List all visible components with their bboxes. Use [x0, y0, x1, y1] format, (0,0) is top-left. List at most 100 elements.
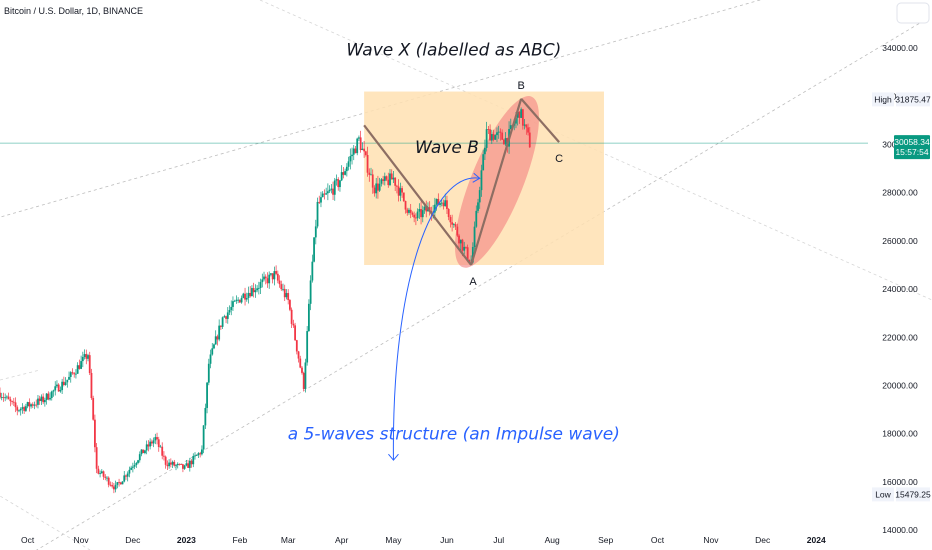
candle-body [102, 471, 105, 477]
candle-body [299, 358, 302, 368]
candle-body [447, 208, 450, 218]
candle-body [456, 226, 459, 236]
candle-body [484, 147, 486, 155]
candle-body [83, 354, 86, 357]
candle-body [42, 396, 45, 403]
y-tick-label: 28000.00 [882, 188, 918, 198]
candle-body [76, 365, 79, 374]
candle-body [414, 217, 417, 219]
x-tick-label: May [385, 535, 402, 545]
candle-body [202, 425, 205, 450]
x-tick-label: Apr [335, 535, 348, 545]
candle-body [24, 406, 27, 411]
candle-body [433, 204, 436, 213]
candle-body [233, 300, 236, 302]
candle-body [490, 134, 493, 141]
candle-body [301, 367, 303, 373]
candle-body [92, 398, 95, 420]
candle-body [395, 185, 398, 187]
candle-body [182, 464, 184, 469]
candle-body [502, 139, 505, 145]
candle-body [257, 287, 260, 289]
candle-body [351, 154, 353, 157]
candle-body [283, 288, 286, 298]
x-tick-label: 2024 [807, 535, 826, 545]
candle-body [149, 441, 152, 447]
candle-body [242, 293, 245, 298]
wave-x-label: Wave X (labelled as ABC) [346, 40, 561, 60]
settings-button[interactable] [896, 2, 930, 24]
candle-body [354, 148, 357, 154]
candle-body [144, 450, 146, 454]
candle-body [99, 473, 101, 474]
candle-body [261, 279, 264, 283]
candle-body [213, 344, 215, 349]
candle-body [75, 373, 77, 375]
candle-body [56, 384, 58, 387]
candle-body [157, 439, 160, 447]
candle-body [219, 325, 222, 327]
candle-body [211, 348, 214, 355]
candle-body [154, 437, 157, 441]
candle-body [492, 134, 495, 140]
candle-body [97, 468, 100, 474]
blue-arrow-head-top [472, 172, 481, 183]
point-b-label: B [517, 80, 524, 92]
point-c-label: C [555, 153, 563, 165]
candle-body [245, 298, 248, 300]
candle-body [147, 444, 150, 447]
candle-body [94, 419, 96, 448]
candle-body [266, 278, 269, 284]
candle-body [339, 180, 341, 188]
y-tick-label: 14000.00 [882, 525, 918, 535]
x-tick-label: Aug [545, 535, 560, 545]
candle-body [325, 193, 328, 195]
candle-body [90, 372, 93, 399]
channel-upper-line [0, 0, 762, 218]
candle-body [54, 386, 57, 391]
candle-body [26, 402, 29, 407]
candle-body [152, 440, 155, 444]
candle-body [392, 177, 395, 180]
candle-body [254, 290, 257, 293]
candle-body [473, 226, 476, 247]
candle-body [401, 188, 403, 193]
candle-body [7, 396, 10, 400]
candle-body [435, 198, 438, 205]
candle-body [377, 183, 379, 191]
x-tick-label: Sep [598, 535, 613, 545]
candle-body [485, 129, 488, 148]
candle-body [137, 460, 139, 463]
candle-body [240, 297, 243, 303]
candle-body [311, 261, 314, 281]
candle-body [268, 274, 271, 284]
candle-body [454, 224, 457, 227]
candle-body [19, 408, 22, 411]
candle-body [131, 466, 134, 468]
candle-body [163, 455, 165, 457]
candle-body [390, 173, 393, 180]
candle-body [337, 179, 340, 188]
candle-body [444, 200, 447, 207]
candle-body [252, 288, 255, 293]
candle-body [251, 288, 253, 297]
candle-body [452, 224, 455, 225]
candle-body [21, 407, 24, 409]
candle-body [349, 156, 352, 162]
candle-body [192, 455, 195, 465]
candle-body [161, 446, 164, 456]
candle-body [504, 138, 507, 145]
candle-body [66, 379, 69, 383]
candle-body [345, 166, 348, 172]
candle-body [378, 183, 381, 191]
candle-body [135, 462, 138, 465]
candle-body [290, 309, 293, 324]
candle-body [316, 201, 319, 227]
candle-body [328, 189, 331, 192]
candle-body [237, 299, 240, 301]
high-label: High [874, 94, 892, 104]
candle-body [399, 188, 402, 196]
chart-title: Bitcoin / U.S. Dollar, 1D, BINANCE [4, 6, 143, 16]
blue-arrow-curve [392, 177, 480, 461]
